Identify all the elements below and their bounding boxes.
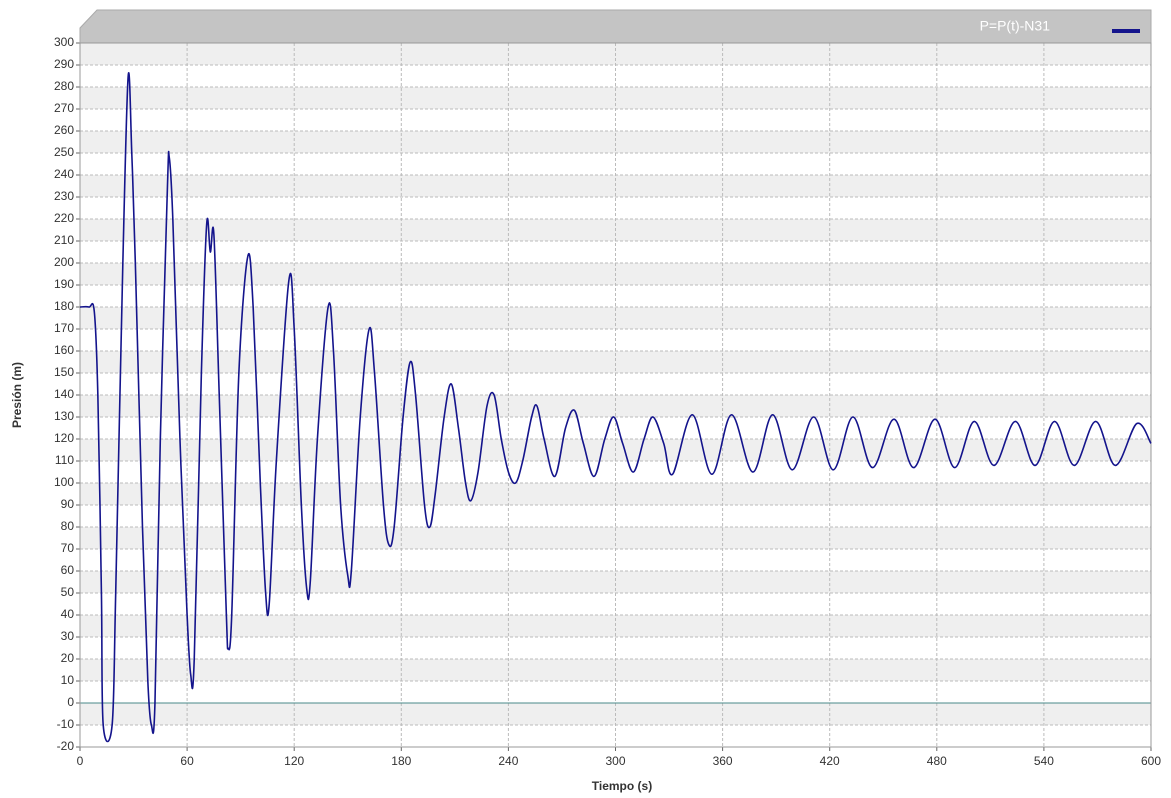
y-tick-label: 10 bbox=[61, 673, 75, 687]
y-tick-label: 280 bbox=[54, 79, 74, 93]
y-tick-label: 50 bbox=[61, 585, 75, 599]
y-tick-label: 220 bbox=[54, 211, 74, 225]
x-tick-label: 540 bbox=[1034, 754, 1054, 768]
y-tick-label: 250 bbox=[54, 145, 74, 159]
x-tick-label: 420 bbox=[820, 754, 840, 768]
x-tick-label: 0 bbox=[77, 754, 84, 768]
plot-area bbox=[79, 42, 1152, 748]
y-tick-label: 180 bbox=[54, 299, 74, 313]
x-tick-label: 60 bbox=[180, 754, 194, 768]
y-tick-label: 140 bbox=[54, 387, 74, 401]
y-tick-label: 270 bbox=[54, 101, 74, 115]
grid-band bbox=[80, 351, 1151, 373]
y-tick-label: 150 bbox=[54, 365, 74, 379]
y-tick-label: 0 bbox=[67, 695, 74, 709]
y-tick-label: 200 bbox=[54, 255, 74, 269]
y-tick-label: 130 bbox=[54, 409, 74, 423]
y-tick-label: 240 bbox=[54, 167, 74, 181]
x-tick-label: 240 bbox=[498, 754, 518, 768]
x-tick-label: 120 bbox=[284, 754, 304, 768]
y-tick-label: 90 bbox=[61, 497, 75, 511]
y-axis-title: Presión (m) bbox=[10, 362, 24, 428]
y-tick-label: 210 bbox=[54, 233, 74, 247]
series-line bbox=[79, 72, 1152, 743]
y-tick-label: 120 bbox=[54, 431, 74, 445]
x-tick-label: 600 bbox=[1141, 754, 1161, 768]
plot-border bbox=[79, 42, 1152, 748]
legend-label: P=P(t)-N31 bbox=[980, 18, 1051, 34]
y-tick-label: 20 bbox=[61, 651, 75, 665]
y-tick-label: 290 bbox=[54, 57, 74, 71]
x-axis-title: Tiempo (s) bbox=[592, 779, 652, 793]
y-tick-label: 40 bbox=[61, 607, 75, 621]
y-tick-label: 70 bbox=[61, 541, 75, 555]
x-tick-label: 360 bbox=[713, 754, 733, 768]
y-tick-label: 190 bbox=[54, 277, 74, 291]
x-tick-label: 300 bbox=[605, 754, 625, 768]
y-tick-label: 170 bbox=[54, 321, 74, 335]
y-tick-label: -20 bbox=[57, 739, 75, 753]
y-tick-label: 260 bbox=[54, 123, 74, 137]
y-tick-label: 80 bbox=[61, 519, 75, 533]
y-tick-label: 160 bbox=[54, 343, 74, 357]
y-tick-label: 300 bbox=[54, 35, 74, 49]
x-tick-label: 480 bbox=[927, 754, 947, 768]
grid-band bbox=[80, 131, 1151, 153]
y-tick-label: -10 bbox=[57, 717, 75, 731]
x-tick-label: 180 bbox=[391, 754, 411, 768]
y-tick-label: 110 bbox=[55, 453, 74, 467]
y-tick-label: 100 bbox=[54, 475, 74, 489]
y-tick-label: 30 bbox=[61, 629, 75, 643]
y-tick-label: 230 bbox=[54, 189, 74, 203]
y-tick-label: 60 bbox=[61, 563, 75, 577]
